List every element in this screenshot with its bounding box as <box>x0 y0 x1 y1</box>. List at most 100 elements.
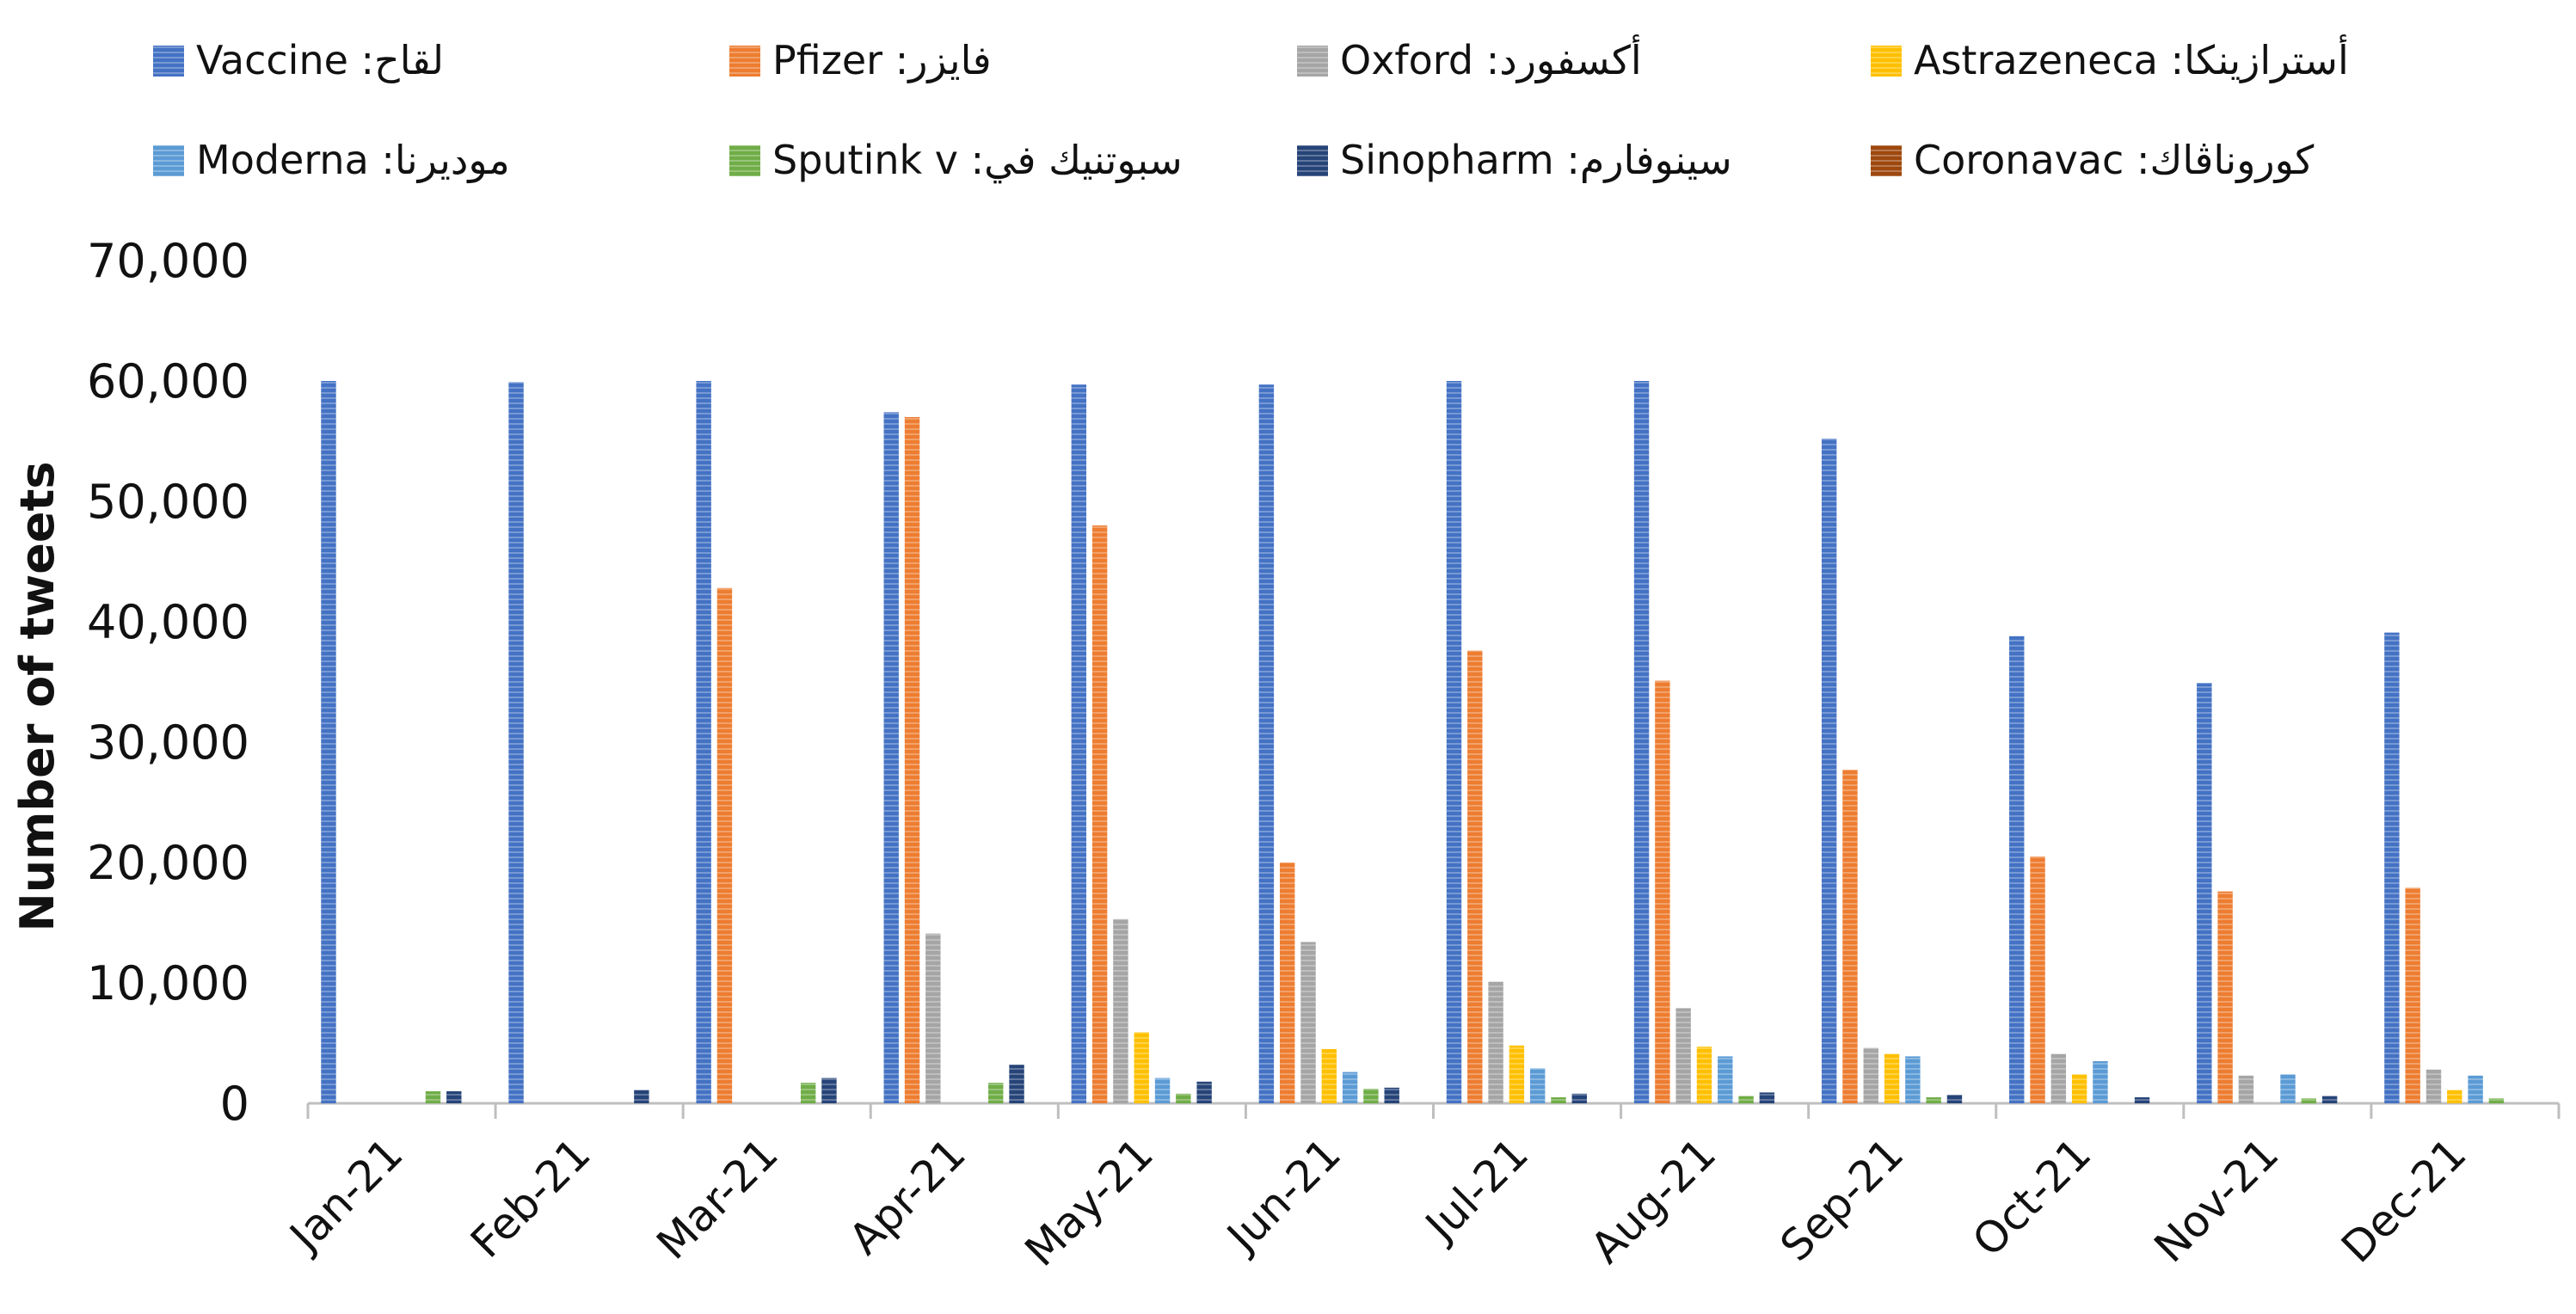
bar <box>821 1078 837 1103</box>
bar <box>1488 981 1503 1103</box>
legend-item: Oxford :أكسفورد <box>1297 34 1642 84</box>
bar <box>1321 1049 1337 1103</box>
series-4 <box>1154 1056 2483 1103</box>
bar <box>1363 1089 1379 1103</box>
bar <box>2425 1069 2442 1103</box>
bar <box>2447 1090 2462 1103</box>
y-axis-title: Number of tweets <box>10 462 65 932</box>
bar <box>446 1091 462 1103</box>
x-tick-label: Aug-21 <box>1581 1128 1725 1273</box>
bar <box>716 587 733 1103</box>
legend-item: Astrazeneca :أسترازينكا <box>1871 34 2349 84</box>
bar <box>800 1083 816 1103</box>
bar <box>2280 1074 2296 1103</box>
legend-label: Moderna :موديرنا <box>196 137 510 184</box>
y-tick-label: 0 <box>220 1077 249 1131</box>
y-tick-label: 10,000 <box>87 956 249 1010</box>
x-tick-label: Oct-21 <box>1963 1128 2100 1266</box>
legend-item: Vaccine :لقاح <box>153 37 444 83</box>
bar <box>2217 891 2233 1103</box>
bar <box>1113 918 1128 1103</box>
bar <box>1946 1095 1963 1103</box>
y-tick-label: 60,000 <box>87 354 249 408</box>
bar <box>925 933 941 1103</box>
bar <box>904 417 920 1103</box>
bar-series-group <box>321 381 2505 1103</box>
bar <box>2238 1075 2254 1103</box>
bar <box>1905 1056 1921 1103</box>
bar <box>1571 1093 1587 1103</box>
bar <box>1884 1053 1900 1103</box>
bar <box>1675 1008 1691 1103</box>
bar <box>1196 1081 1212 1103</box>
bar <box>1258 384 1275 1103</box>
bar <box>1384 1087 1399 1103</box>
x-tick-label: Dec-21 <box>2332 1128 2475 1272</box>
bar <box>1509 1045 1525 1103</box>
x-tick-label: Jul-21 <box>1414 1128 1538 1252</box>
bar <box>2197 683 2212 1103</box>
bar <box>1009 1065 1024 1103</box>
x-tick-label: May-21 <box>1016 1128 1163 1275</box>
legend-swatch <box>1871 46 1902 77</box>
bar <box>1551 1097 1566 1103</box>
legend-label: Coronavac :كوروناڤاك <box>1914 137 2314 184</box>
bar <box>2093 1061 2108 1103</box>
legend-swatch <box>153 145 184 176</box>
legend-label: Pfizer :فايزر <box>772 37 992 84</box>
legend-label: Vaccine :لقاح <box>196 37 444 83</box>
legend-item: Coronavac :كوروناڤاك <box>1871 137 2314 184</box>
series-0 <box>321 381 2400 1103</box>
legend-swatch <box>729 145 760 176</box>
x-tick-label: Jan-21 <box>279 1128 412 1262</box>
bar <box>1863 1047 1878 1103</box>
chart-legend: Vaccine :لقاح Pfizer :فايزر Oxford :أكسفور… <box>153 34 2349 184</box>
bar <box>1446 381 1462 1103</box>
y-tick-label: 40,000 <box>87 595 249 649</box>
bar <box>1821 439 1837 1103</box>
bar <box>2030 857 2045 1103</box>
bar <box>321 381 336 1103</box>
bar <box>1091 525 1108 1103</box>
legend-label: Sputink v :سبوتنيك في <box>772 137 1183 184</box>
legend-label: Oxford :أكسفورد <box>1340 34 1642 84</box>
bar <box>696 381 711 1103</box>
bar <box>1718 1056 1733 1103</box>
x-tick-label: Feb-21 <box>461 1128 599 1267</box>
series-3 <box>1134 1032 2462 1103</box>
bar <box>1280 863 1295 1103</box>
bar <box>2405 887 2420 1103</box>
bar <box>2134 1097 2150 1103</box>
legend-item: Moderna :موديرنا <box>153 137 510 184</box>
y-tick-label: 30,000 <box>87 715 249 770</box>
legend-swatch <box>729 46 760 77</box>
legend-swatch <box>1297 145 1328 176</box>
x-tick-label: Nov-21 <box>2145 1128 2289 1272</box>
bar <box>1300 942 1316 1103</box>
bar <box>1738 1096 1754 1103</box>
bar <box>425 1091 441 1103</box>
bar <box>1154 1078 1171 1103</box>
bar <box>1926 1097 1941 1103</box>
legend-label: Sinopharm :سينوفارم <box>1340 137 1732 184</box>
bar <box>2050 1053 2067 1103</box>
y-axis: 0 10,000 20,000 30,000 40,000 50,000 60,000 70,… <box>87 234 249 1131</box>
bar <box>2009 636 2025 1103</box>
x-tick-label: Jun-21 <box>1216 1128 1350 1262</box>
legend-swatch <box>1297 46 1328 77</box>
bar <box>508 382 524 1103</box>
legend-item: Pfizer :فايزر <box>729 37 992 84</box>
bar <box>634 1090 649 1103</box>
legend-label: Astrazeneca :أسترازينكا <box>1914 34 2349 84</box>
bar <box>1842 770 1858 1103</box>
legend-swatch <box>1871 145 1902 176</box>
y-tick-label: 50,000 <box>87 475 249 529</box>
series-2 <box>925 918 2442 1103</box>
bar <box>2488 1098 2505 1103</box>
bar <box>1134 1032 1149 1103</box>
bar <box>1529 1068 1546 1103</box>
bar <box>2468 1075 2483 1103</box>
legend-swatch <box>153 46 184 77</box>
bar <box>1071 384 1087 1103</box>
